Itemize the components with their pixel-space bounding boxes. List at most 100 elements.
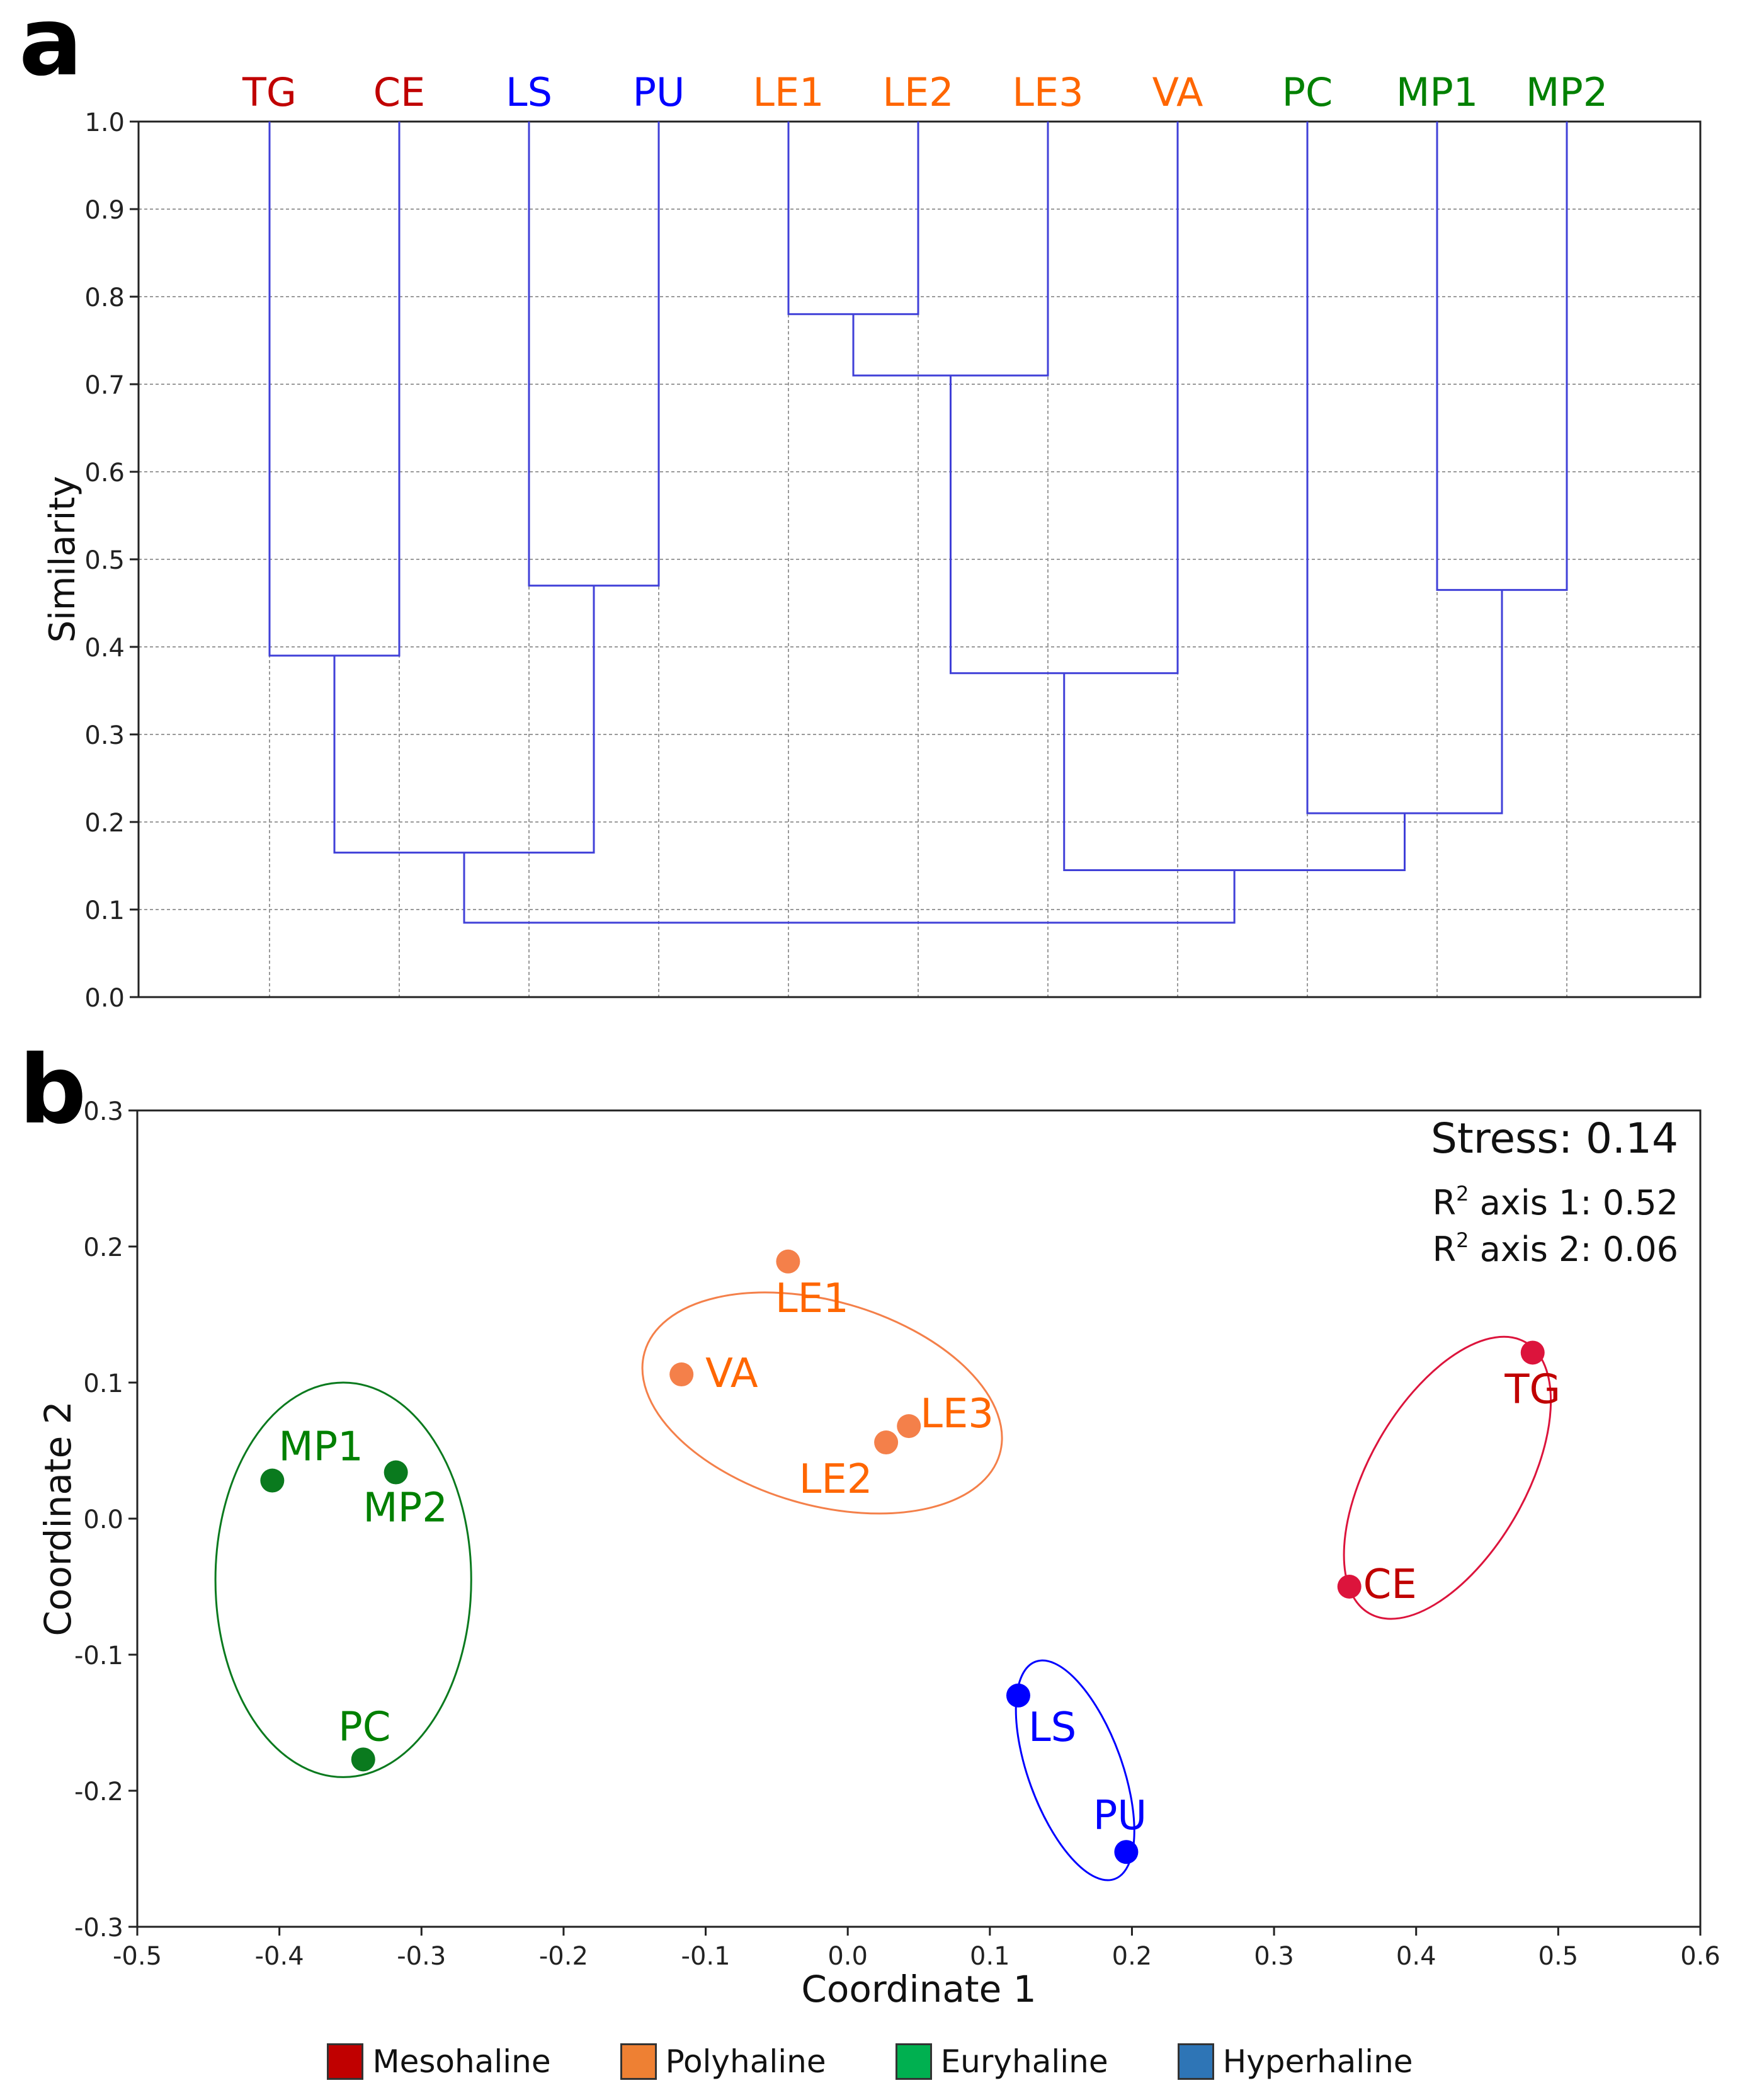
- point-label: PC: [338, 1704, 390, 1750]
- r2-axis1-annotation-text: axis 1: 0.52: [1469, 1183, 1678, 1223]
- x-tick-label: -0.3: [397, 1942, 446, 1971]
- leaf-label: PC: [1282, 69, 1333, 115]
- dendrogram-branch-n9: [1063, 673, 1406, 871]
- stress-annotation: Stress: 0.14: [1431, 1114, 1678, 1163]
- x-tick-label: 0.4: [1396, 1942, 1436, 1971]
- data-point-le2: [874, 1430, 899, 1455]
- panel-b-label: b: [19, 1036, 86, 1145]
- x-tick-label: -0.1: [681, 1942, 731, 1971]
- data-point-ls: [1006, 1683, 1030, 1708]
- data-point-le1: [776, 1249, 800, 1274]
- data-point-pc: [351, 1747, 375, 1772]
- y-tick-label: -0.1: [74, 1641, 123, 1670]
- x-tick-label: -0.2: [539, 1942, 588, 1971]
- legend-swatch: [327, 2043, 364, 2080]
- leaf-label: PU: [633, 69, 685, 115]
- y-tick-label: 0.2: [84, 809, 125, 838]
- point-label: MP2: [363, 1485, 448, 1532]
- dendrogram-branch-n4: [1436, 122, 1568, 591]
- legend-item-polyhaline: Polyhaline: [620, 2043, 826, 2080]
- legend-item-mesohaline: Mesohaline: [327, 2043, 551, 2080]
- r2-axis1-annotation-prefix: R: [1433, 1183, 1457, 1223]
- x-tick-label: -0.4: [255, 1942, 304, 1971]
- dendrogram-chart: 0.0 0.1 0.2 0.3 0.4 0.5 0.6 0.7 0.8 0.9 1.0 TG CE LS P…: [42, 69, 1702, 1013]
- y-axis-title: Coordinate 2: [37, 1401, 79, 1636]
- r2-axis1-annotation-superscript: 2: [1456, 1182, 1469, 1206]
- data-point-va: [669, 1362, 694, 1387]
- panel-a-label: a: [19, 0, 82, 97]
- x-tick-label: 0.2: [1112, 1942, 1152, 1971]
- legend-label: Polyhaline: [665, 2043, 826, 2080]
- x-tick-label: 0.5: [1538, 1942, 1579, 1971]
- point-label: LE3: [920, 1391, 994, 1437]
- r2-axis1-annotation: R2 axis 1: 0.52: [1433, 1182, 1678, 1223]
- leaf-label: LE2: [882, 69, 953, 115]
- x-tick-label: -0.5: [113, 1942, 162, 1971]
- legend-label: Euryhaline: [940, 2043, 1108, 2080]
- nmds-scatter-chart: -0.5 -0.4 -0.3 -0.2 -0.1 0.0 0.1 0.2 0.3 0.4 0.5 0.…: [37, 1097, 1720, 2011]
- r2-axis2-annotation-prefix: R: [1433, 1230, 1457, 1269]
- r2-axis2-annotation-superscript: 2: [1456, 1228, 1469, 1252]
- dendrogram-branch-n2: [852, 122, 1049, 377]
- x-tick-label: 0.3: [1254, 1942, 1294, 1971]
- legend-label: Mesohaline: [372, 2043, 551, 2080]
- legend-item-hyperhaline: Hyperhaline: [1177, 2043, 1413, 2080]
- y-tick-label: 0.8: [84, 283, 125, 312]
- leaf-label: CE: [373, 69, 425, 115]
- y-tick-label: 0.5: [84, 546, 125, 575]
- dendrogram-branch-n6: [950, 122, 1179, 675]
- x-axis-title: Coordinate 1: [801, 1968, 1036, 2011]
- point-label: LE2: [799, 1456, 873, 1503]
- r2-axis2-annotation: R2 axis 2: 0.06: [1433, 1228, 1678, 1269]
- r2-axis2-annotation-text: axis 2: 0.06: [1469, 1230, 1678, 1269]
- y-tick-label: 0.3: [84, 721, 125, 750]
- data-point-tg: [1520, 1340, 1545, 1365]
- point-label: CE: [1363, 1561, 1417, 1608]
- y-tick-label: 0.0: [83, 1505, 123, 1534]
- legend-swatch: [895, 2043, 932, 2080]
- legend-swatch: [1177, 2043, 1214, 2080]
- group-ellipse-euryhaline: [214, 1381, 472, 1778]
- y-tick-label: 0.6: [84, 459, 125, 488]
- y-tick-label: 0.1: [83, 1369, 123, 1398]
- y-tick-label: 0.7: [84, 371, 125, 400]
- y-tick-label: 0.4: [84, 634, 125, 663]
- dendrogram-frame: [137, 120, 1702, 998]
- leaf-label: TG: [242, 69, 297, 115]
- point-label: VA: [705, 1350, 758, 1397]
- point-label: TG: [1504, 1366, 1561, 1413]
- data-point-mp2: [384, 1460, 408, 1485]
- data-point-ce: [1337, 1575, 1362, 1599]
- group-ellipse-hyperhaline: [1015, 1659, 1135, 1881]
- dendrogram-branch-n1: [787, 122, 919, 316]
- dendrogram-branch-n8: [333, 585, 595, 854]
- x-tick-label: 0.6: [1680, 1942, 1720, 1971]
- y-tick-label: 0.1: [84, 896, 125, 925]
- leaf-label: LS: [506, 69, 552, 115]
- x-tick-label: 0.0: [827, 1942, 868, 1971]
- group-ellipse-polyhaline: [641, 1291, 1003, 1515]
- legend-item-euryhaline: Euryhaline: [895, 2043, 1108, 2080]
- legend-label: Hyperhaline: [1222, 2043, 1413, 2080]
- group-ellipse-mesohaline: [1343, 1335, 1552, 1620]
- y-tick-label: 0.9: [84, 196, 125, 225]
- legend: Mesohaline Polyhaline Euryhaline Hyperhalin…: [0, 2040, 1740, 2084]
- point-label: MP1: [278, 1424, 363, 1471]
- leaf-label: LE1: [753, 69, 824, 115]
- dendrogram-branch-n10: [463, 852, 1236, 924]
- point-label: LS: [1028, 1704, 1076, 1751]
- y-tick-label: -0.3: [74, 1914, 123, 1943]
- y-tick-label: 0.3: [83, 1097, 123, 1126]
- dendrogram-branch-n3: [528, 122, 660, 587]
- point-label: LE1: [775, 1275, 849, 1322]
- y-tick-label: 0.2: [83, 1233, 123, 1262]
- dendrogram-branch-n7: [1306, 122, 1503, 814]
- data-point-mp1: [260, 1468, 285, 1493]
- leaf-label: LE3: [1012, 69, 1083, 115]
- y-tick-label: -0.2: [74, 1778, 123, 1806]
- point-label: PU: [1093, 1793, 1147, 1839]
- data-point-pu: [1114, 1840, 1139, 1864]
- leaf-label: MP1: [1396, 69, 1478, 115]
- x-tick-label: 0.1: [970, 1942, 1010, 1971]
